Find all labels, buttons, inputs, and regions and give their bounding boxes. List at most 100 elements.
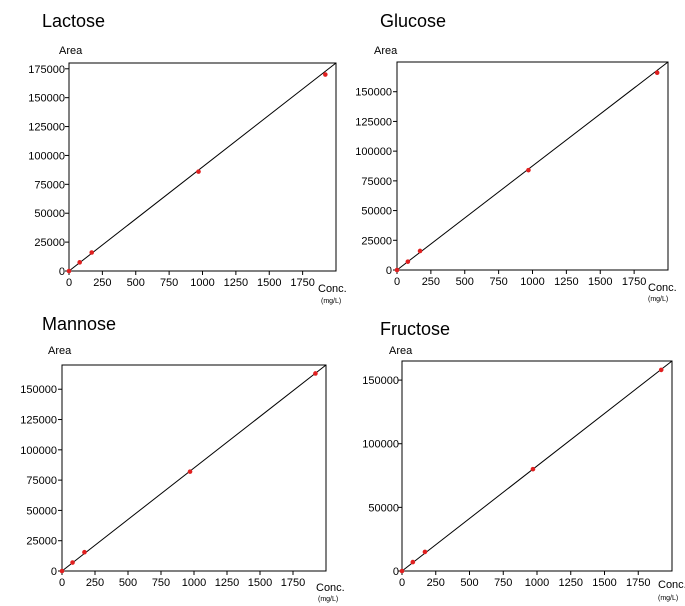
x-axis-label: Conc. [316,582,345,594]
x-tick-label: 1750 [622,276,646,288]
data-point [405,259,411,264]
y-tick-label: 50000 [26,505,57,517]
data-point [394,267,400,273]
data-point [82,549,87,555]
x-tick-label: 500 [460,577,478,589]
calibration-line [68,62,337,272]
data-point [417,248,423,254]
x-tick-label: 1000 [525,577,549,589]
data-point [654,70,660,75]
x-tick-label: 500 [456,276,474,288]
chart-title: Lactose [42,11,106,31]
x-tick-label: 750 [489,276,507,288]
calibration-line [396,61,669,271]
y-tick-label: 100000 [355,146,392,158]
x-tick-label: 1500 [257,277,281,289]
x-axis-unit: (mg/L) [648,296,669,303]
x-tick-label: 1500 [588,276,612,288]
y-tick-label: 150000 [20,384,57,396]
x-tick-label: 250 [93,277,111,289]
plot-area: 0 25000 50000 75000 100000 125000 150000 0 250 50… [20,364,327,589]
y-tick-label: 125000 [28,122,65,134]
y-tick-label: 0 [51,566,57,578]
x-axis-label: Conc. [318,283,347,295]
x-tick-label: 1750 [281,577,305,589]
x-tick-label: 1250 [559,577,583,589]
x-tick-label: 1750 [290,277,314,289]
calibration-line [401,360,673,572]
y-tick-label: 75000 [34,179,65,191]
x-tick-label: 750 [152,577,170,589]
y-tick-label: 75000 [26,475,57,487]
y-tick-label: 0 [59,266,65,278]
x-axis-unit: (mg/L) [318,596,339,603]
data-point [77,260,82,265]
data-point [187,469,193,474]
y-tick-label: 175000 [28,64,65,76]
x-tick-label: 500 [127,277,145,289]
data-point [89,250,94,255]
x-tick-label: 1500 [592,577,616,589]
data-point [59,568,65,574]
chart-title: Mannose [42,314,117,334]
y-tick-label: 125000 [20,415,57,427]
chart-panel-mannose: Mannose Area Conc. (mg/L) 0 25000 50000 750… [0,305,345,606]
x-tick-label: 250 [86,577,104,589]
y-tick-label: 50000 [34,208,65,220]
chart-panel-fructose: Fructose Area Conc. (mg/L) 0 50000 100000 1… [342,305,685,606]
x-tick-label: 750 [494,577,512,589]
y-tick-label: 25000 [34,237,65,249]
y-tick-label: 0 [393,566,399,578]
x-tick-label: 1250 [215,577,239,589]
x-tick-label: 0 [399,577,405,589]
chart-title: Fructose [380,319,451,339]
x-tick-label: 1000 [520,276,544,288]
x-tick-label: 1250 [224,277,248,289]
y-tick-label: 50000 [368,502,399,514]
data-point [323,72,328,77]
x-axis-unit: (mg/L) [321,298,342,305]
y-axis-label: Area [389,345,413,357]
plot-area: 0 25000 50000 75000 100000 125000 150000 175000… [28,62,337,289]
y-tick-label: 100000 [362,439,399,451]
y-tick-label: 150000 [28,93,65,105]
x-axis-unit: (mg/L) [658,595,679,602]
y-tick-label: 150000 [362,375,399,387]
data-point [399,568,405,574]
y-tick-label: 100000 [20,445,57,457]
y-tick-label: 25000 [361,235,392,247]
data-point [530,466,536,472]
data-point [196,169,201,174]
y-axis-label: Area [48,345,72,357]
chart-panel-glucose: Glucose Area Conc. (mg/L) 0 25000 50000 750… [342,0,685,310]
data-point [410,559,416,565]
x-tick-label: 0 [66,277,72,289]
chart-panel-lactose: Lactose Area Conc. (mg/L) 0 25000 50000 750… [0,0,346,310]
y-tick-label: 75000 [361,176,392,188]
x-axis-label: Conc. [658,579,685,591]
x-tick-label: 1750 [626,577,650,589]
y-tick-label: 125000 [355,116,392,128]
y-axis-label: Area [59,45,83,57]
x-tick-label: 750 [160,277,178,289]
plot-area: 0 25000 50000 75000 100000 125000 150000 0 250 50… [355,61,669,288]
data-point [66,268,72,274]
data-point [422,549,428,555]
plot-area: 0 50000 100000 150000 0 250 500 750 1000 1250 1500… [362,360,673,589]
y-tick-label: 0 [386,265,392,277]
y-tick-label: 150000 [355,87,392,99]
data-point [658,367,664,373]
calibration-line [61,364,327,572]
x-tick-label: 0 [59,577,65,589]
x-axis-label: Conc. [648,282,677,294]
y-axis-label: Area [374,45,398,57]
x-tick-label: 500 [119,577,137,589]
data-point [526,167,531,173]
y-tick-label: 25000 [26,536,57,548]
x-tick-label: 1500 [248,577,272,589]
x-tick-label: 250 [427,577,445,589]
x-tick-label: 1000 [190,277,214,289]
x-tick-label: 0 [394,276,400,288]
chart-title: Glucose [380,11,447,31]
data-point [313,371,318,376]
